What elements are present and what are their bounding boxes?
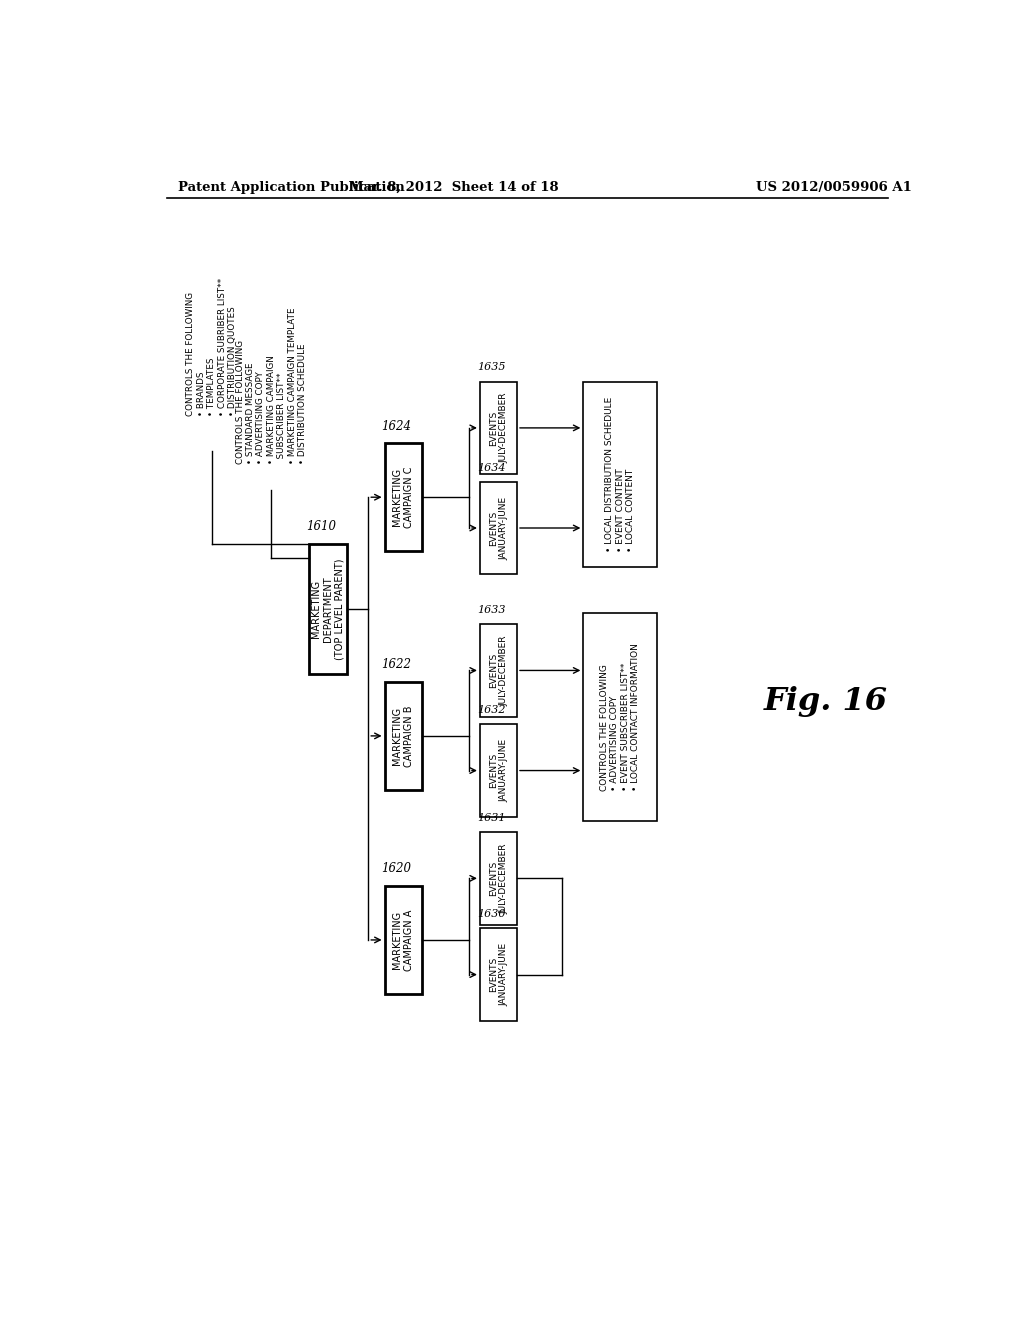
Bar: [480, 482, 517, 574]
Text: US 2012/0059906 A1: US 2012/0059906 A1: [756, 181, 911, 194]
Text: EVENTS
JULY-DECEMBER: EVENTS JULY-DECEMBER: [488, 392, 508, 463]
Text: MARKETING
DEPARTMENT
(TOP LEVEL PARENT): MARKETING DEPARTMENT (TOP LEVEL PARENT): [311, 558, 344, 660]
Bar: [309, 544, 346, 673]
Text: MARKETING
CAMPAIGN A: MARKETING CAMPAIGN A: [392, 909, 414, 970]
Bar: [584, 612, 657, 821]
Text: EVENTS
JULY-DECEMBER: EVENTS JULY-DECEMBER: [488, 635, 508, 706]
Bar: [480, 381, 517, 474]
Text: Fig. 16: Fig. 16: [764, 686, 888, 717]
Bar: [385, 886, 422, 994]
Text: 1630: 1630: [477, 909, 506, 919]
Text: Patent Application Publication: Patent Application Publication: [178, 181, 406, 194]
Bar: [385, 682, 422, 789]
Bar: [480, 624, 517, 717]
Bar: [480, 725, 517, 817]
Text: EVENTS
JANUARY-JUNE: EVENTS JANUARY-JUNE: [488, 496, 508, 560]
Text: MARKETING
CAMPAIGN C: MARKETING CAMPAIGN C: [392, 466, 414, 528]
Text: CONTROLS THE FOLLOWING
• STANDARD MESSAGE
• ADVERTISING COPY
• MARKETING CAMPAIG: CONTROLS THE FOLLOWING • STANDARD MESSAG…: [236, 308, 307, 463]
Text: 1610: 1610: [306, 520, 336, 533]
Bar: [480, 928, 517, 1020]
Text: EVENTS
JULY-DECEMBER: EVENTS JULY-DECEMBER: [488, 843, 508, 913]
Text: MARKETING
CAMPAIGN B: MARKETING CAMPAIGN B: [392, 705, 414, 767]
Text: 1631: 1631: [477, 813, 506, 822]
Bar: [584, 381, 657, 566]
Text: 1633: 1633: [477, 605, 506, 615]
Text: CONTROLS THE FOLLOWING
• BRANDS
• TEMPLATES
• CORPORATE SUBRIBER LIST**
• DISTRI: CONTROLS THE FOLLOWING • BRANDS • TEMPLA…: [186, 279, 237, 416]
Text: CONTROLS THE FOLLOWING
• ADVERTISING COPY
• EVENT SUBSCRIBER LIST**
• LOCAL CONT: CONTROLS THE FOLLOWING • ADVERTISING COP…: [600, 643, 640, 791]
Text: • LOCAL DISTRIBUTION SCHEDULE
• EVENT CONTENT
• LOCAL CONTENT: • LOCAL DISTRIBUTION SCHEDULE • EVENT CO…: [605, 396, 635, 552]
Text: 1632: 1632: [477, 705, 506, 715]
Text: 1634: 1634: [477, 462, 506, 473]
Text: 1624: 1624: [381, 420, 412, 433]
Text: 1620: 1620: [381, 862, 412, 875]
Bar: [480, 832, 517, 924]
Text: EVENTS
JANUARY-JUNE: EVENTS JANUARY-JUNE: [488, 739, 508, 803]
Text: 1635: 1635: [477, 363, 506, 372]
Text: Mar. 8, 2012  Sheet 14 of 18: Mar. 8, 2012 Sheet 14 of 18: [349, 181, 558, 194]
Bar: [385, 444, 422, 552]
Text: EVENTS
JANUARY-JUNE: EVENTS JANUARY-JUNE: [488, 942, 508, 1006]
Text: 1622: 1622: [381, 659, 412, 671]
